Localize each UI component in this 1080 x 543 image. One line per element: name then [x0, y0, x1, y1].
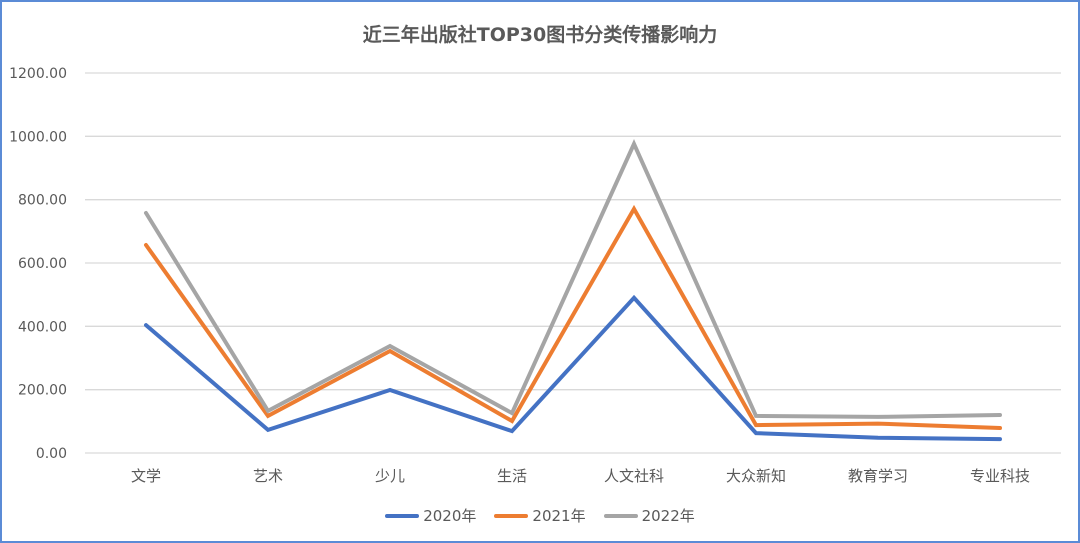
legend-swatch-icon: [385, 513, 420, 518]
x-tick-label: 生活: [497, 467, 527, 485]
y-tick-label: 200.00: [18, 383, 67, 399]
y-tick-label: 1200.00: [9, 66, 67, 82]
series-line: [144, 139, 1002, 419]
legend-label: 2021年: [532, 507, 586, 525]
x-tick-label: 文学: [131, 467, 161, 485]
x-tick-label: 教育学习: [848, 467, 908, 485]
legend-item: 2022年: [603, 505, 695, 526]
y-tick-label: 1000.00: [9, 129, 67, 145]
legend-swatch-icon: [494, 513, 529, 518]
x-tick-label: 艺术: [253, 467, 283, 485]
y-tick-label: 400.00: [18, 319, 67, 335]
legend-item: 2020年: [385, 505, 476, 526]
legend-label: 2020年: [423, 507, 477, 525]
x-tick-label: 专业科技: [970, 467, 1030, 485]
series-line: [144, 204, 1002, 430]
legend-item: 2021年: [494, 505, 586, 526]
y-tick-label: 0.00: [36, 446, 67, 462]
series-line: [144, 294, 1002, 442]
chart-title: 近三年出版社TOP30图书分类传播影响力: [362, 24, 718, 46]
legend-swatch-icon: [603, 513, 638, 518]
chart-legend: 2020年 2021年 2022年: [0, 505, 1080, 526]
x-tick-label: 大众新知: [726, 467, 786, 485]
x-tick-label: 人文社科: [604, 467, 664, 485]
y-tick-label: 600.00: [18, 256, 67, 272]
x-tick-label: 少儿: [375, 467, 405, 485]
legend-label: 2022年: [641, 507, 695, 525]
y-tick-label: 800.00: [18, 193, 67, 209]
